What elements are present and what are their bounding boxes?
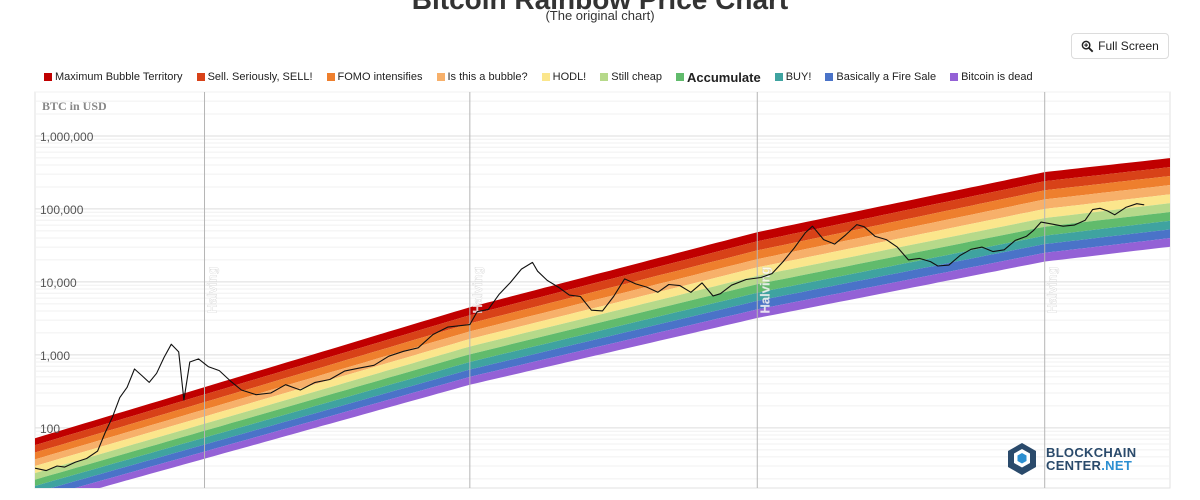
legend-label: Maximum Bubble Territory [55,71,183,83]
y-tick-label: 100 [40,422,60,436]
legend-label: FOMO intensifies [337,71,423,83]
legend-item[interactable]: Is this a bubble? [436,71,528,83]
legend-item[interactable]: Maximum Bubble Territory [44,71,183,83]
legend-item[interactable]: HODL! [541,71,587,83]
legend-swatch [44,73,52,81]
logo-line-2b: .NET [1101,458,1133,473]
band-bitcoin-is-dead [75,238,1170,488]
legend-label: Is this a bubble? [447,71,528,83]
halving-label: Halving [205,266,220,313]
y-tick-label: 100,000 [40,203,84,217]
fullscreen-button[interactable]: Full Screen [1071,33,1169,59]
legend-swatch [436,73,445,81]
legend-swatch [676,73,685,81]
y-axis-title: BTC in USD [42,99,107,113]
legend-swatch [326,73,335,81]
cube-logo-icon [1008,443,1036,475]
legend-swatch [950,73,959,81]
zoom-icon [1081,40,1094,52]
y-tick-label: 1,000,000 [40,130,94,144]
legend-item[interactable]: Sell. Seriously, SELL! [196,71,313,83]
legend-swatch [196,73,205,81]
legend-label: Bitcoin is dead [961,71,1033,83]
halving-label: Halving [1045,266,1060,313]
logo-line-1: BLOCKCHAIN [1046,445,1137,460]
legend-label: Sell. Seriously, SELL! [207,71,313,83]
chart-subtitle: (The original chart) [545,8,655,23]
legend-label: BUY! [785,71,812,83]
fullscreen-label: Full Screen [1098,39,1159,53]
legend-swatch [600,73,609,81]
legend-item[interactable]: Accumulate [676,70,761,85]
legend-swatch [825,73,834,81]
legend-label: Accumulate [687,69,761,85]
blockchaincenter-logo: BLOCKCHAIN CENTER.NET [1004,441,1136,477]
legend-item[interactable]: Bitcoin is dead [950,71,1033,83]
legend-swatch [541,73,550,81]
legend-label: Basically a Fire Sale [836,71,937,83]
legend-item[interactable]: Still cheap [600,71,662,83]
y-tick-label: 1,000 [40,349,70,363]
legend-item[interactable]: FOMO intensifies [326,71,423,83]
legend-label: Still cheap [611,71,663,83]
price-line [35,203,1145,472]
legend-item[interactable]: Basically a Fire Sale [825,71,936,83]
band-basically-a-fire-sale [51,229,1170,488]
legend-swatch [774,73,783,81]
y-tick-label: 10,000 [40,276,77,290]
legend-item[interactable]: BUY! [774,71,812,83]
halving-label: Halving [470,266,485,313]
legend-label: HODL! [552,71,587,83]
chart-title: Bitcoin Rainbow Price Chart [0,0,1200,16]
chart-legend: Maximum Bubble Territory Sell. Seriously,… [44,68,1047,86]
halving-label: Halving [757,266,772,313]
logo-line-2a: CENTER [1046,458,1102,473]
